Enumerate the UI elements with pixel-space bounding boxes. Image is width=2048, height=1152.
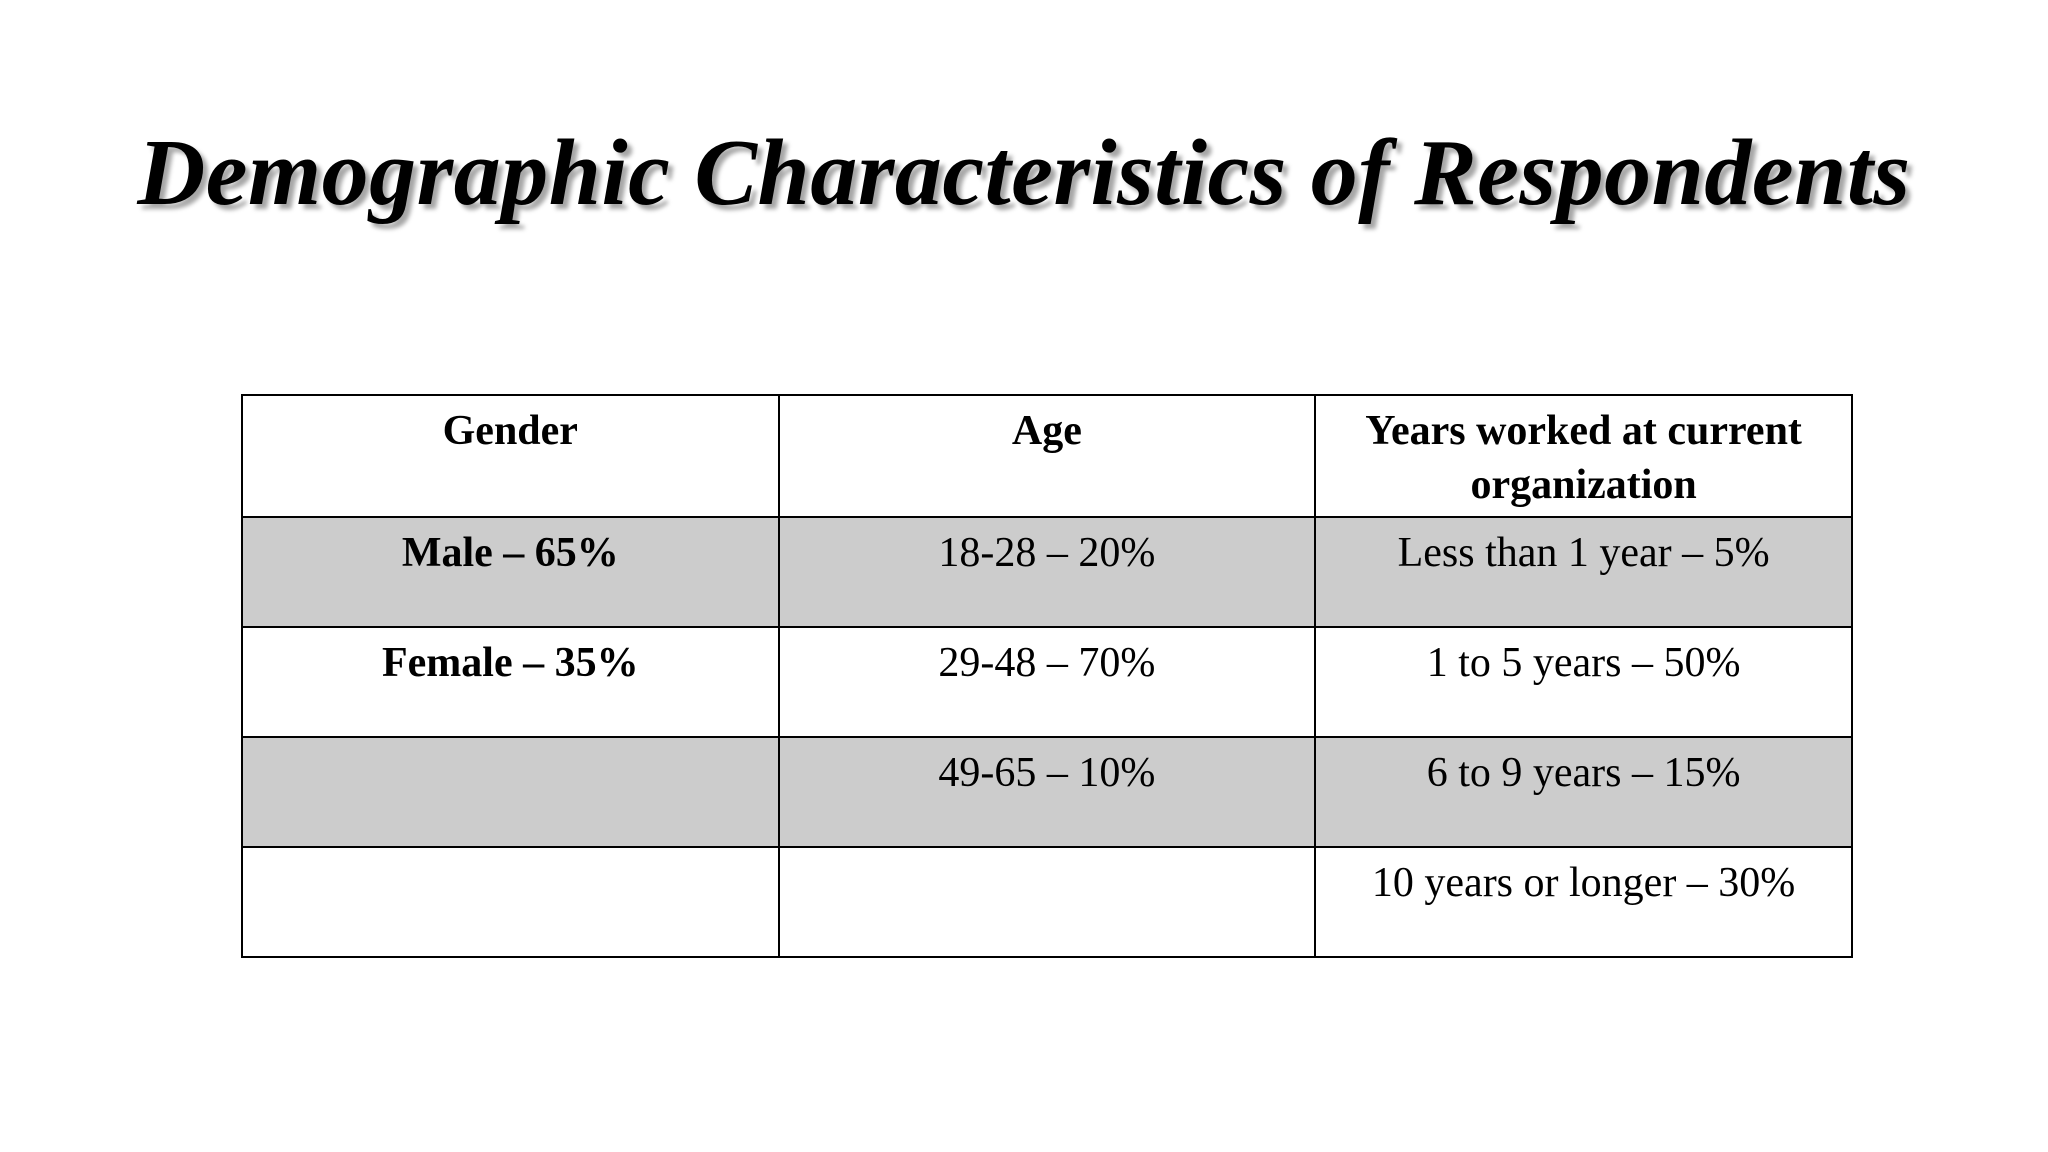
table-cell-years: 6 to 9 years – 15%	[1314, 736, 1853, 848]
table-cell-gender: Male – 65%	[241, 516, 780, 628]
table-row: Female – 35% 29-48 – 70% 1 to 5 years – …	[241, 626, 1853, 738]
table-cell-age	[777, 846, 1317, 958]
table-cell-gender	[241, 736, 780, 848]
table-cell-years: 1 to 5 years – 50%	[1314, 626, 1853, 738]
header-age: Age	[777, 394, 1317, 518]
demographics-table: Gender Age Years worked at current organ…	[241, 394, 1853, 958]
table-cell-age: 29-48 – 70%	[777, 626, 1317, 738]
table-cell-gender: Female – 35%	[241, 626, 780, 738]
table-row: 10 years or longer – 30%	[241, 846, 1853, 958]
slide-title: Demographic Characteristics of Responden…	[137, 121, 1911, 225]
table-cell-age: 49-65 – 10%	[777, 736, 1317, 848]
table-header-row: Gender Age Years worked at current organ…	[241, 394, 1853, 518]
table-cell-years: Less than 1 year – 5%	[1314, 516, 1853, 628]
table-row: 49-65 – 10% 6 to 9 years – 15%	[241, 736, 1853, 848]
header-years-worked: Years worked at current organization	[1314, 394, 1853, 518]
header-gender: Gender	[241, 394, 780, 518]
table-cell-years: 10 years or longer – 30%	[1314, 846, 1853, 958]
table-cell-gender	[241, 846, 780, 958]
table-row: Male – 65% 18-28 – 20% Less than 1 year …	[241, 516, 1853, 628]
table-cell-age: 18-28 – 20%	[777, 516, 1317, 628]
